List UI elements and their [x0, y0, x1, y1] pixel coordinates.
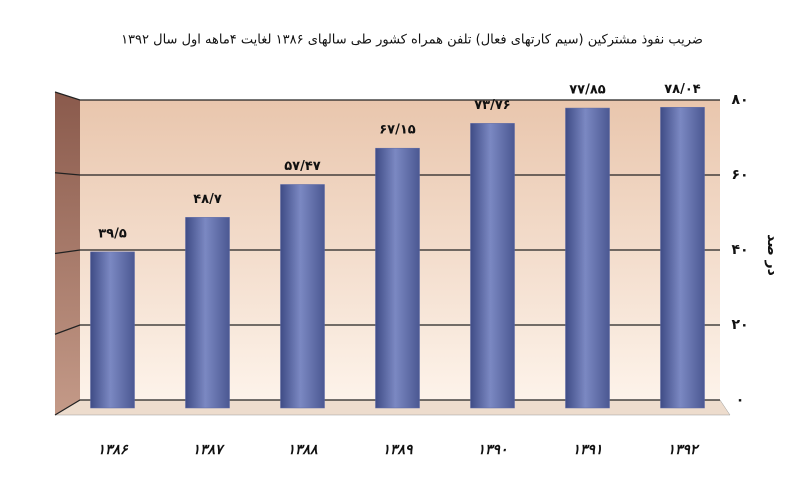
value-label: ۶۷/۱۵: [379, 123, 416, 138]
value-label: ۵۷/۴۷: [284, 159, 321, 174]
grid-line: [54, 91, 720, 101]
x-tick-label: ۱۳۸۸: [287, 442, 318, 458]
y-tick-label: ۲۰: [731, 317, 748, 333]
y-tick-label: ۴۰: [731, 242, 748, 258]
chart-title: ضریب نفوذ مشترکین (سیم کارتهای فعال) تلف…: [121, 33, 703, 48]
bar: [185, 217, 230, 409]
bar: [280, 184, 325, 409]
bar: [660, 107, 705, 409]
bar: [375, 147, 420, 409]
y-axis-label: در صد: [764, 234, 780, 276]
bar: [565, 107, 610, 409]
x-tick-label: ۱۳۹۱: [572, 442, 602, 458]
bar: [470, 123, 515, 409]
y-tick-label: ۶۰: [731, 167, 748, 183]
y-tick-label: ۸۰: [731, 92, 748, 108]
x-tick-label: ۱۳۸۷: [192, 442, 225, 458]
value-label: ۷۷/۸۵: [569, 83, 606, 98]
value-label: ۳۹/۵: [98, 226, 127, 241]
x-tick-label: ۱۳۸۶: [97, 442, 129, 458]
value-label: ۷۸/۰۴: [664, 82, 701, 97]
x-tick-label: ۱۳۹۰: [477, 442, 507, 458]
x-tick-label: ۱۳۹۲: [667, 442, 700, 458]
x-tick-label: ۱۳۸۹: [382, 442, 413, 458]
value-label: ۷۳/۷۶: [474, 98, 511, 113]
y-tick-label: ۰: [736, 392, 745, 408]
bar: [90, 251, 135, 409]
value-label: ۴۸/۷: [193, 192, 222, 207]
